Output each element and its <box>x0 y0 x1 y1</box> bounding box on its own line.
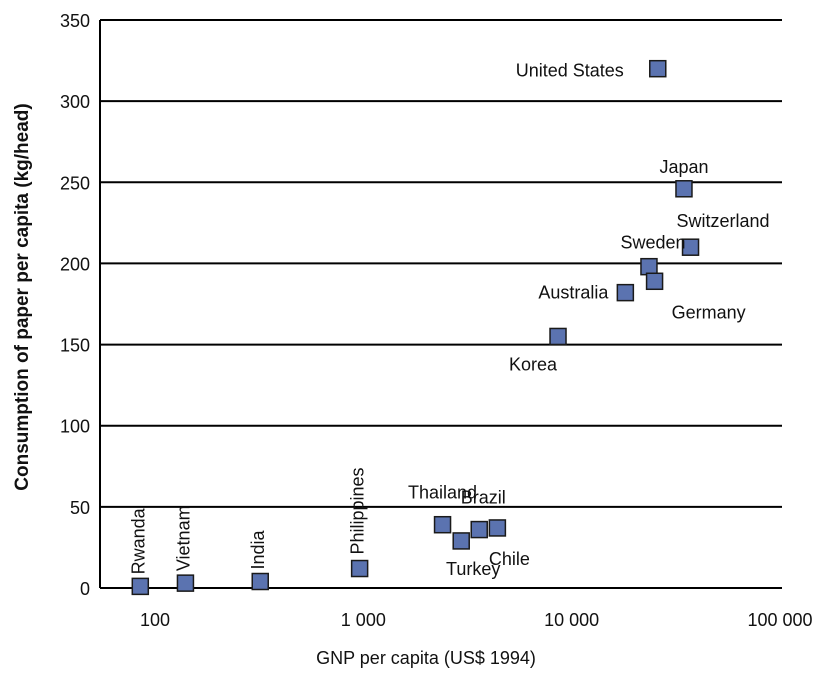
point-korea <box>549 327 567 346</box>
point-united-states <box>649 59 667 78</box>
point-label-rwanda: Rwanda <box>128 507 148 574</box>
x-tick-labels: 100 1 000 10 000 100 000 <box>140 610 813 630</box>
x-tick-label: 100 000 <box>747 610 812 630</box>
point-philippines <box>350 559 369 578</box>
point-label-thailand: Thailand <box>408 483 477 503</box>
y-tick-label: 100 <box>60 417 90 437</box>
y-tick-label: 200 <box>60 254 90 274</box>
point-turkey <box>452 532 470 550</box>
y-tick-label: 50 <box>70 498 90 518</box>
y-tick-label: 0 <box>80 579 90 599</box>
y-axis-title: Consumption of paper per capita (kg/head… <box>12 103 33 490</box>
point-label-switzerland: Switzerland <box>677 211 770 231</box>
point-label-sweden: Sweden <box>620 233 685 253</box>
point-labels: Rwanda Vietnam India Philippines Thailand Tur… <box>128 61 769 579</box>
point-germany <box>645 272 664 291</box>
point-rwanda <box>131 577 150 596</box>
point-label-korea: Korea <box>509 354 558 374</box>
point-australia <box>616 283 635 302</box>
data-points <box>131 59 700 596</box>
x-axis-title: GNP per capita (US$ 1994) <box>316 648 536 668</box>
y-tick-labels: 0 50 100 150 200 250 300 350 <box>60 11 90 599</box>
point-chile <box>488 519 507 537</box>
y-tick-label: 350 <box>60 11 90 31</box>
grid-lines <box>100 19 782 508</box>
point-label-australia: Australia <box>538 283 609 303</box>
point-label-germany: Germany <box>672 302 746 322</box>
point-vietnam <box>176 574 195 592</box>
x-tick-label: 1 000 <box>341 610 386 630</box>
point-label-chile: Chile <box>489 549 530 569</box>
point-brazil <box>470 520 488 539</box>
y-tick-label: 150 <box>60 336 90 356</box>
x-tick-label: 100 <box>140 610 170 630</box>
point-thailand <box>433 515 452 534</box>
point-label-india: India <box>248 529 268 569</box>
point-label-turkey: Turkey <box>446 559 500 579</box>
point-label-brazil: Brazil <box>461 488 506 508</box>
point-switzerland <box>681 238 700 256</box>
y-tick-label: 300 <box>60 92 90 112</box>
point-sweden <box>640 257 658 276</box>
y-tick-label: 250 <box>60 173 90 193</box>
point-label-vietnam: Vietnam <box>173 505 193 571</box>
point-india <box>251 572 269 591</box>
point-label-united-states: United States <box>516 61 624 81</box>
x-tick-label: 10 000 <box>544 610 599 630</box>
point-japan <box>675 180 693 198</box>
point-label-philippines: Philippines <box>348 467 368 554</box>
point-label-japan: Japan <box>659 157 708 177</box>
